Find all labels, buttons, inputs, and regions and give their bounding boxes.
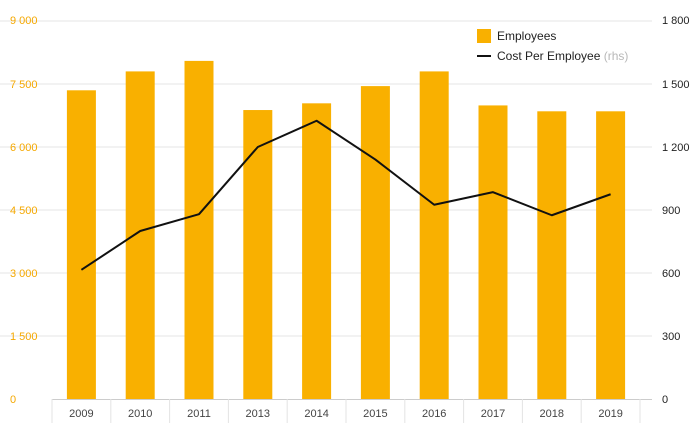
legend-cost-label: Cost Per Employee [497, 49, 601, 63]
x-tick-label: 2014 [304, 408, 328, 420]
employees-bar [243, 110, 273, 399]
right-tick-label: 1 500 [662, 79, 690, 91]
left-axis: 0 1 500 3 000 4 500 6 000 7 500 9 000 [10, 15, 38, 406]
employees-bars [66, 60, 626, 400]
x-tick-label: 2018 [540, 408, 564, 420]
employees-bar [125, 71, 155, 400]
right-axis: 0 300 600 900 1 200 1 500 1 800 [662, 15, 690, 406]
right-tick-label: 1 200 [662, 142, 690, 154]
left-tick-label: 7 500 [10, 79, 38, 91]
left-tick-label: 0 [10, 394, 16, 406]
x-tick-label: 2016 [422, 408, 446, 420]
x-tick-label: 2019 [598, 408, 622, 420]
legend-employees-swatch [477, 29, 491, 43]
left-tick-label: 3 000 [10, 268, 38, 280]
employees-bar [596, 111, 626, 400]
x-axis: 2009 2010 2011 2013 2014 2015 2016 2017 2018 2019 [51, 399, 652, 423]
right-tick-label: 900 [662, 205, 680, 217]
x-tick-label: 2011 [187, 408, 211, 420]
x-tick-label: 2017 [481, 408, 505, 420]
x-tick-label: 2015 [363, 408, 387, 420]
x-tick-label: 2013 [246, 408, 270, 420]
legend-cost-label-group: Cost Per Employee (rhs) [497, 49, 628, 63]
right-tick-label: 1 800 [662, 15, 690, 27]
legend-cost-rhs-note: (rhs) [604, 49, 629, 63]
employees-bar [419, 71, 449, 400]
cost-per-employee-line-group [80, 119, 611, 271]
left-tick-label: 4 500 [10, 205, 38, 217]
x-tick-label: 2009 [69, 408, 93, 420]
right-tick-label: 300 [662, 331, 680, 343]
right-tick-label: 0 [662, 394, 668, 406]
cost-per-employee-line [80, 119, 611, 271]
employees-bar [478, 105, 508, 400]
left-tick-label: 1 500 [10, 331, 38, 343]
employees-bar [537, 111, 567, 400]
legend: Employees Cost Per Employee (rhs) [477, 29, 628, 63]
right-tick-label: 600 [662, 268, 680, 280]
employees-bar [302, 103, 332, 399]
legend-employees-label: Employees [497, 29, 556, 43]
x-tick-label: 2010 [128, 408, 152, 420]
left-tick-label: 6 000 [10, 142, 38, 154]
employees-bar [184, 60, 214, 400]
employees-bar [360, 86, 390, 399]
left-tick-label: 9 000 [10, 15, 38, 27]
employees-bar [66, 90, 96, 400]
